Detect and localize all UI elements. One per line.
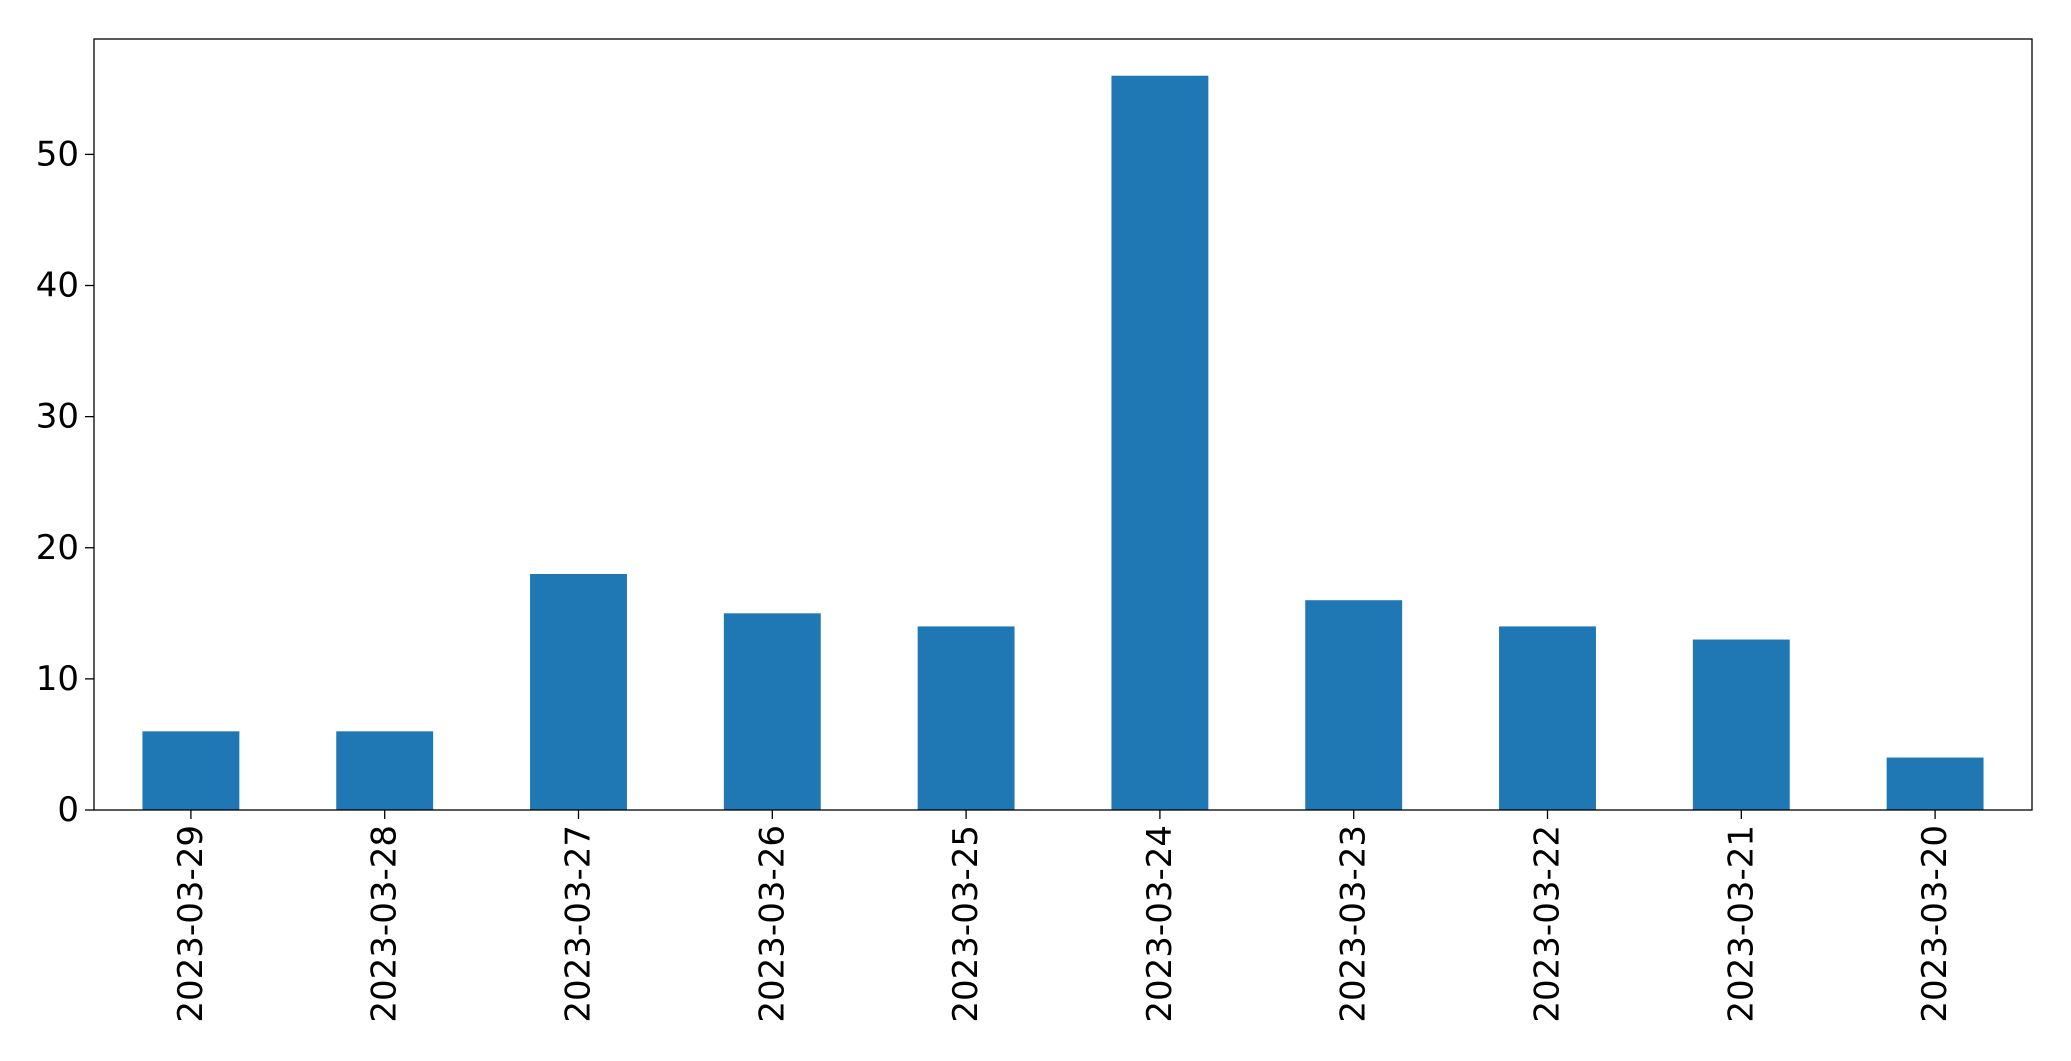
x-tick-label: 2023-03-28 [365, 825, 405, 1023]
x-tick-label: 2023-03-20 [1915, 825, 1955, 1023]
y-tick-label: 50 [36, 134, 79, 174]
x-tick-label: 2023-03-27 [559, 825, 599, 1023]
bar-2023-03-25 [917, 626, 1015, 810]
x-tick-label: 2023-03-21 [1721, 825, 1761, 1023]
y-tick-label: 10 [36, 659, 79, 699]
x-tick-label: 2023-03-23 [1334, 825, 1374, 1023]
bar-2023-03-23 [1305, 600, 1403, 810]
bar-2023-03-27 [530, 573, 627, 810]
x-tick-label: 2023-03-26 [752, 825, 792, 1023]
bar-2023-03-24 [1111, 75, 1209, 810]
bar-2023-03-29 [142, 731, 240, 810]
y-tick-label: 0 [57, 790, 79, 830]
bar-2023-03-22 [1499, 626, 1596, 810]
plot-frame [93, 38, 2033, 811]
x-tick-label: 2023-03-22 [1528, 825, 1568, 1023]
x-axis: 2023-03-29 2023-03-28 2023-03-27 2023-03-26… [171, 810, 1955, 1023]
y-tick-label: 20 [36, 528, 79, 568]
bar-2023-03-28 [336, 731, 434, 810]
x-tick-label: 2023-03-24 [1140, 825, 1180, 1023]
y-axis: 0 10 20 30 40 50 [36, 134, 94, 830]
bar-2023-03-21 [1692, 639, 1790, 810]
x-tick-label: 2023-03-29 [171, 825, 211, 1023]
x-tick-label: 2023-03-25 [946, 825, 986, 1023]
y-tick-label: 30 [36, 397, 79, 437]
bar-2023-03-20 [1886, 757, 1984, 810]
bar-2023-03-26 [723, 613, 821, 810]
y-tick-label: 40 [36, 266, 79, 306]
bars-group [142, 75, 1984, 810]
